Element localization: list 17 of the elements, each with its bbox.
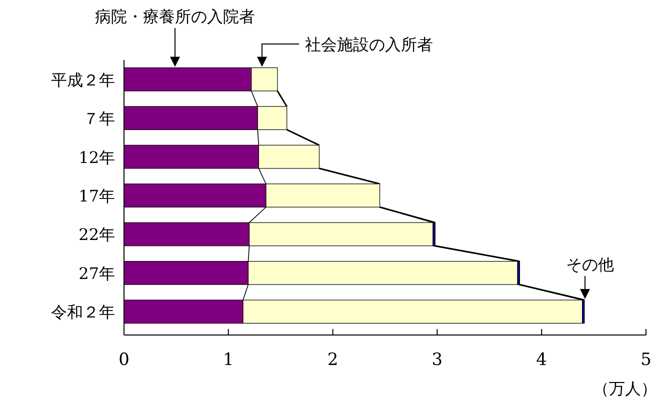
legend-label: 社会施設の入所者 bbox=[305, 35, 433, 54]
y-tick-label: 令和２年 bbox=[51, 302, 115, 322]
y-tick-label: 22年 bbox=[78, 225, 115, 244]
y-tick-label: ７年 bbox=[83, 109, 115, 128]
x-tick-label: 3 bbox=[432, 350, 443, 370]
text: 病院・療養所の入院者 bbox=[95, 7, 255, 26]
x-tick-label: 0 bbox=[118, 350, 130, 370]
y-tick-label: 17年 bbox=[78, 186, 115, 206]
x-tick-label: 5 bbox=[640, 350, 652, 370]
x-tick-label: 2 bbox=[327, 350, 338, 370]
y-tick-label: 平成２年 bbox=[51, 70, 115, 90]
series-label: その他 bbox=[566, 255, 614, 274]
x-tick-label: 1 bbox=[222, 350, 234, 370]
y-tick-label: 12年 bbox=[78, 148, 115, 167]
x-tick-label: 4 bbox=[536, 350, 548, 370]
x-axis-title: （万人） bbox=[593, 379, 657, 398]
y-tick-label: 27年 bbox=[78, 264, 115, 283]
